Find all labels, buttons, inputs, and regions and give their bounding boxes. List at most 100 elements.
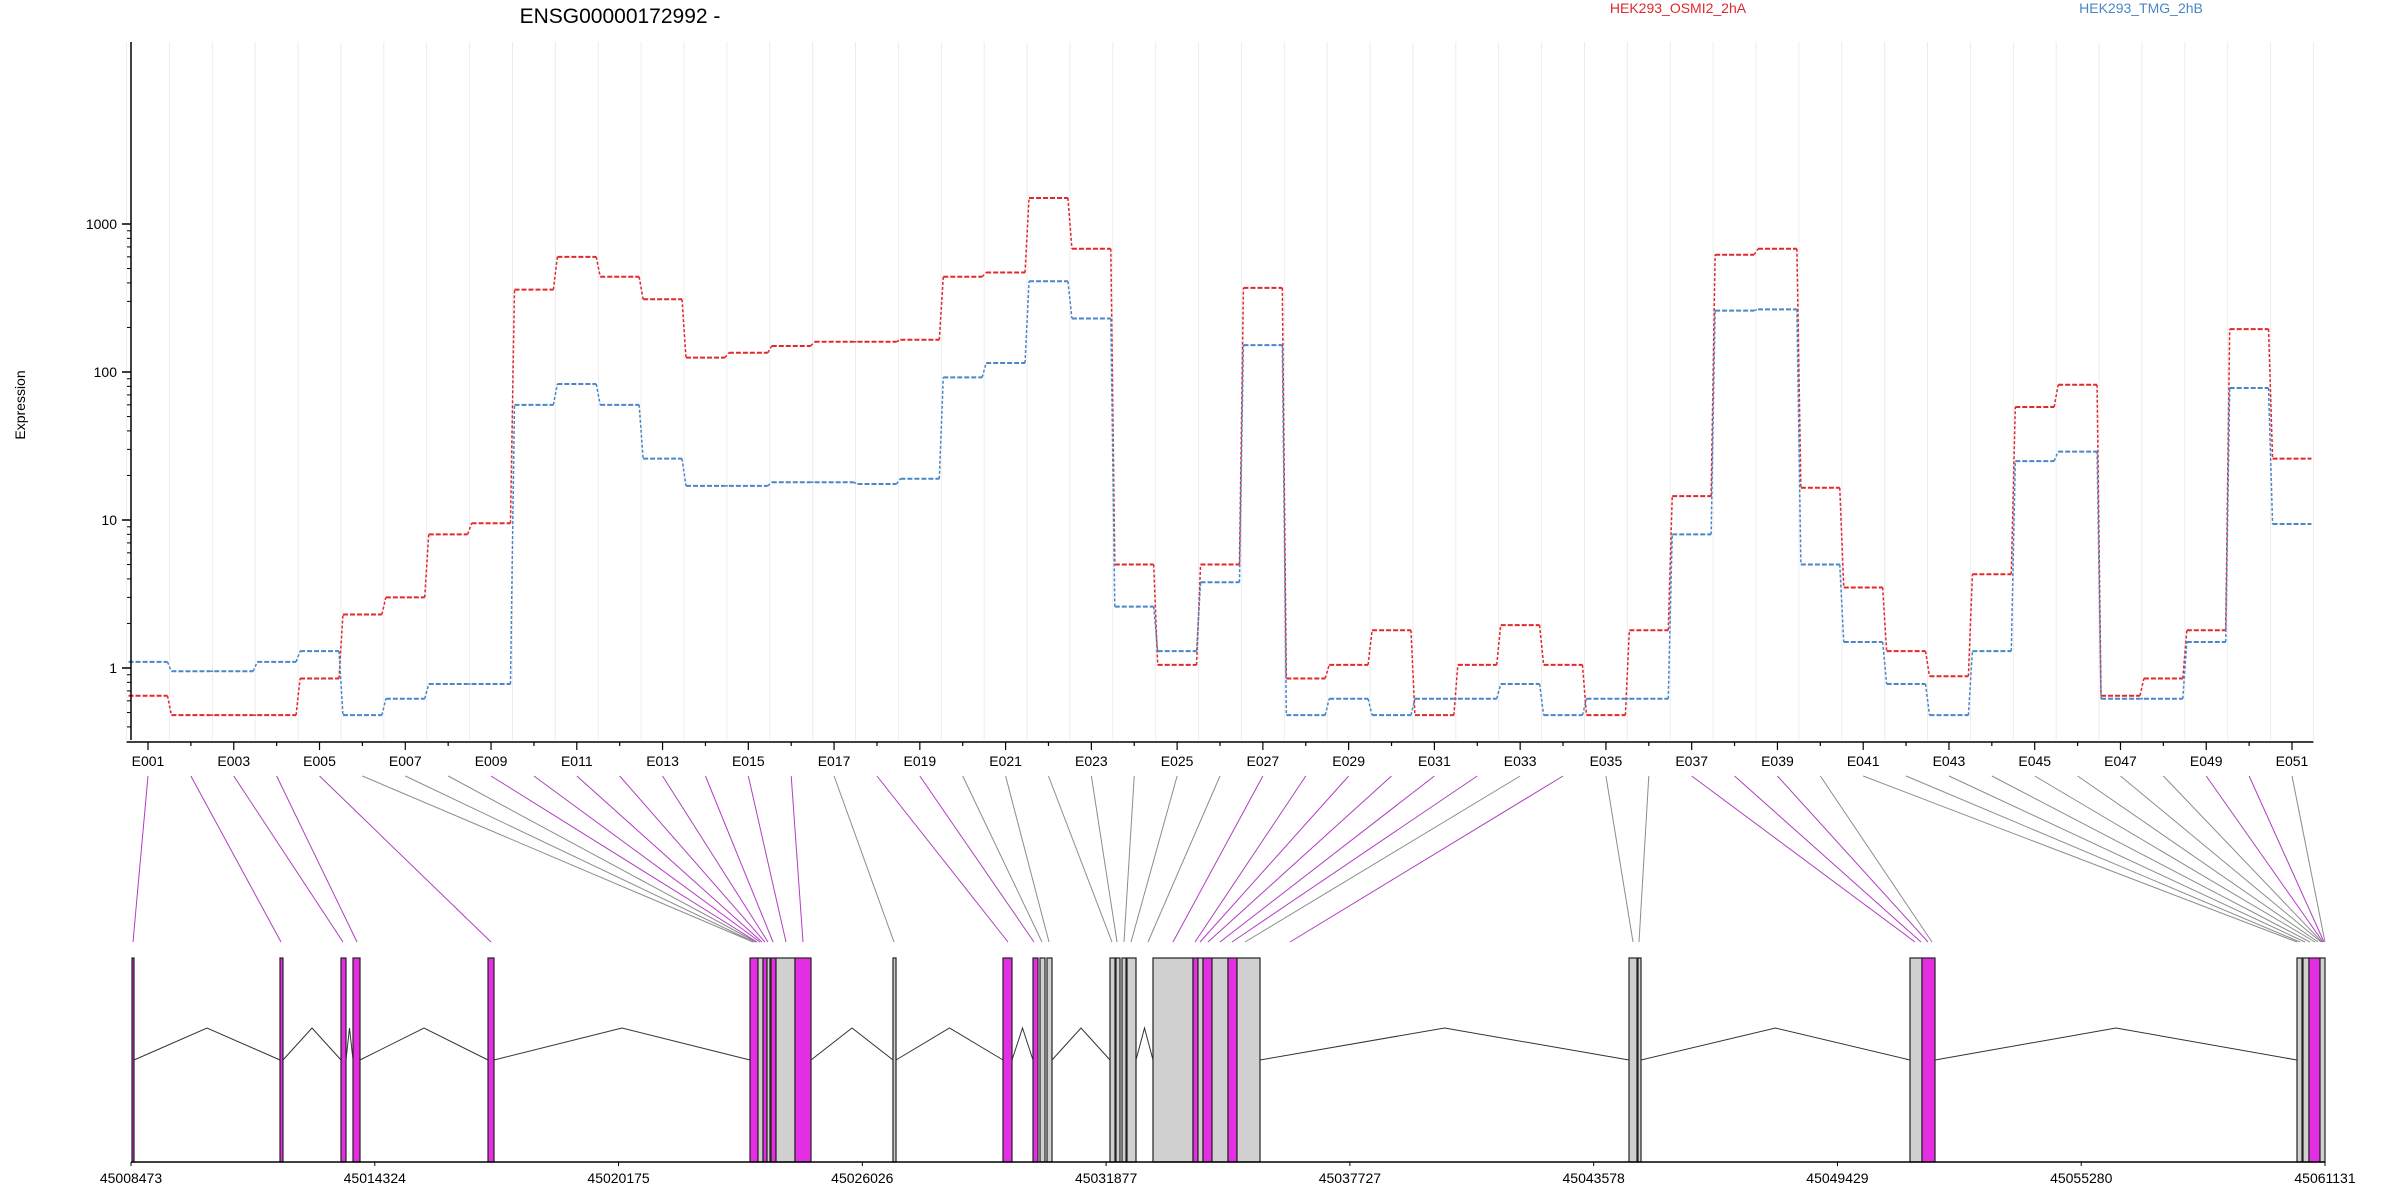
series-step-connector [1067,197,1073,249]
axes-layer: 1 10 100 1000 E001 E003 E005 E007 E009 E011 E013 E0… [86,42,2314,769]
exon-block [1236,957,1261,1163]
y-tick-label: 10 [101,512,117,528]
series-step-connector [1410,698,1416,716]
series-step-connector [1110,318,1116,607]
exon-bin-connector [1123,775,1135,943]
exon-bin-connector [1207,775,1392,943]
series-step-connector [1753,248,1759,256]
exon-bin-connector [2248,775,2325,943]
x-tick-label: E011 [561,753,593,769]
legend-series-1: HEK293_OSMI2_2hA [1610,0,1747,16]
series-step-connector [1367,630,1373,665]
series-step-connector [552,383,559,405]
exon-bin-connector [490,775,758,943]
exon-bin-connector [276,775,358,943]
exon-block [1921,957,1936,1163]
exon-bin-connector [132,775,149,943]
series-step-connector [1024,197,1030,273]
genomic-tick-label: 45061131 [2294,1170,2355,1186]
exon-block [757,957,764,1163]
exon-bin-connector [233,775,344,943]
exon-block [131,957,135,1163]
series-step-connector [767,481,773,487]
x-tick-label: E027 [1247,753,1280,769]
exon-block [2308,957,2321,1163]
intron-line [345,1027,354,1061]
series-step-connector [1710,254,1716,497]
series-step-connector [638,404,644,459]
series-step-connector [810,341,816,347]
exon-bin-connector [1734,775,1922,943]
intron-line [1135,1026,1154,1061]
series-step-connector [1110,248,1116,565]
exon-block [352,957,361,1163]
intron-line [1640,1027,1911,1061]
exon-block [340,957,347,1163]
series-step-connector [1839,487,1845,588]
series-step-connector [724,352,730,359]
genomic-tick-label: 45037727 [1319,1170,1382,1186]
series-step-connector [2096,451,2102,699]
y-tick-label: 1000 [86,216,117,232]
exon-block [487,957,495,1163]
x-tick-label: E019 [903,753,936,769]
series-step-connector [1324,698,1330,716]
series-step-connector [1924,683,1931,716]
exon-block [1628,957,1638,1163]
series-step-connector [853,481,858,485]
series-step-connector [1281,345,1288,716]
exon-block [1121,957,1127,1163]
exon-bin-connector [1691,775,1916,943]
x-tick-label: E017 [818,753,851,769]
exon-bin-connector [1948,775,2306,943]
x-tick-label: E005 [303,753,336,769]
series-step-connector [896,339,901,343]
x-tick-label: E001 [132,753,165,769]
exon-block [2302,957,2310,1163]
series-step-connector [2053,451,2059,462]
exon-block [766,957,771,1163]
series-step-connector [423,534,430,598]
exon-bin-connector [319,775,492,943]
series-step-connector [252,661,258,672]
series-step-connector [1238,345,1245,583]
exon-block [279,957,284,1163]
exon-bin-connector [533,775,761,943]
x-tick-label: E035 [1590,753,1623,769]
exon-block [2296,957,2303,1163]
x-tick-label: E013 [646,753,679,769]
exon-bin-connector [1172,775,1264,943]
exon-bin-connector [1905,775,2301,943]
series-step-connector [2267,387,2274,524]
exon-block [1192,957,1199,1163]
exon-bin-connector [190,775,282,943]
x-tick-label: E049 [2190,753,2223,769]
exon-bin-connector [833,775,895,943]
series-step-connector [1538,683,1545,716]
exon-bin-connector [2077,775,2319,943]
exon-bin-connector [1289,775,1564,943]
series-step-connector [1367,698,1373,716]
exon-bin-connector [790,775,804,943]
genomic-coordinate-axis: 45008473 45014324 45020175 45026026 45031877… [100,1161,2356,1186]
exon-block [749,957,759,1163]
x-tick-label: E031 [1418,753,1451,769]
series-step-connector [981,272,987,278]
exon-block [1002,957,1013,1163]
series-step-connector [1195,582,1202,652]
exon-bin-connector [962,775,1043,943]
exon-block [2319,957,2326,1163]
intron-line [810,1027,894,1061]
intron-line [1011,1026,1034,1061]
series-step-connector [595,256,601,277]
genomic-tick-label: 45020175 [587,1170,650,1186]
exon-bin-connector [1005,775,1050,943]
exon-block [1046,957,1053,1163]
series-step-connector [981,362,987,378]
exon-bin-connector [2034,775,2316,943]
exon-bin-connector [2205,775,2324,943]
x-tick-label: E039 [1761,753,1794,769]
series-1 [128,196,2312,717]
chart-title: ENSG00000172992 - [520,5,721,28]
